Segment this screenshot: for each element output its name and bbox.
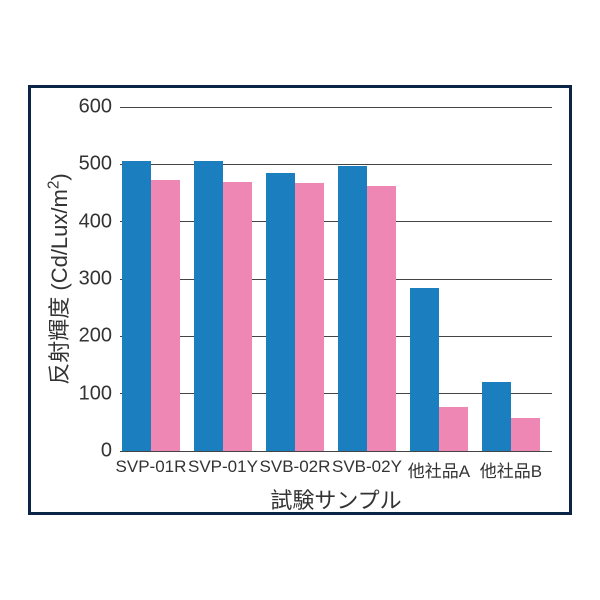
- y-tick-label: 300: [72, 268, 112, 291]
- x-tick-label: 他社品B: [480, 457, 542, 482]
- y-tick-label: 200: [72, 325, 112, 348]
- x-tick-label: SVB-02Y: [332, 457, 402, 477]
- bar-series-1: [482, 382, 511, 451]
- x-tick-label: 他社品A: [408, 457, 470, 482]
- bar-series-2: [295, 183, 324, 451]
- bar-series-2: [367, 186, 396, 451]
- y-tick-label: 400: [72, 210, 112, 233]
- bar-series-1: [410, 288, 439, 451]
- y-axis-label: 反射輝度 (Cd/Lux/m2): [42, 173, 74, 384]
- x-tick-label: SVP-01Y: [188, 457, 258, 477]
- y-tick-label: 600: [72, 96, 112, 119]
- y-tick-label: 500: [72, 153, 112, 176]
- gridline: [120, 107, 552, 108]
- y-tick-label: 0: [72, 440, 112, 463]
- x-tick-label: SVB-02R: [260, 457, 331, 477]
- chart-canvas: 反射輝度 (Cd/Lux/m2) 試験サンプル 0 100 200 300 400 500…: [0, 0, 600, 600]
- bar-series-1: [194, 161, 223, 451]
- gridline: [120, 279, 552, 280]
- gridline: [120, 336, 552, 337]
- x-axis-label: 試験サンプル: [270, 483, 401, 515]
- bar-series-2: [223, 182, 252, 451]
- bar-series-2: [151, 180, 180, 451]
- bar-series-1: [122, 161, 151, 451]
- plot-area: [120, 107, 552, 451]
- bar-series-1: [266, 173, 295, 451]
- bar-series-2: [511, 418, 540, 451]
- bar-series-1: [338, 166, 367, 451]
- y-tick-label: 100: [72, 382, 112, 405]
- x-tick-label: SVP-01R: [116, 457, 187, 477]
- gridline: [120, 164, 552, 165]
- bar-series-2: [439, 407, 468, 451]
- gridline: [120, 221, 552, 222]
